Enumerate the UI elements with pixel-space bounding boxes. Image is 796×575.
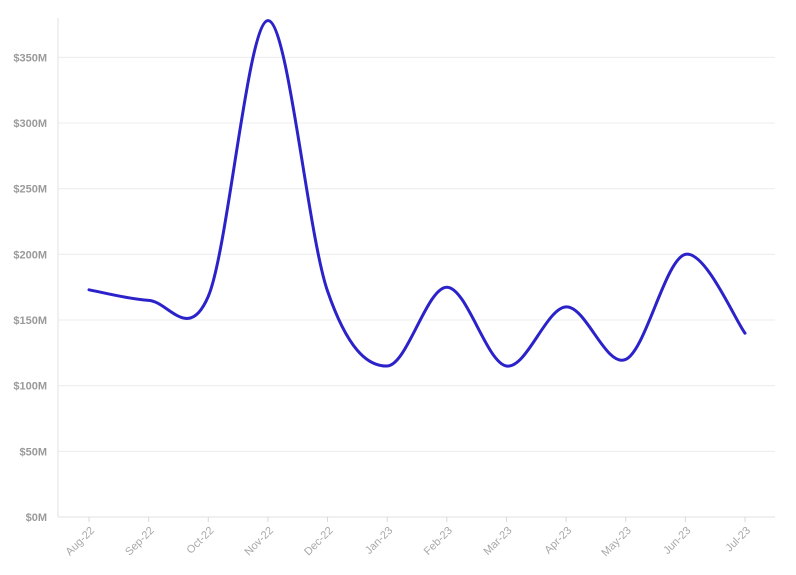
y-tick-label: $150M: [13, 315, 47, 327]
x-tick-label: Nov-22: [242, 525, 276, 559]
series-line: [87, 19, 747, 368]
x-tick-label: May-23: [599, 525, 633, 559]
y-tick-label: $200M: [13, 249, 47, 261]
x-tick-label: Aug-22: [64, 525, 98, 559]
x-tick-label: Mar-23: [481, 525, 514, 558]
x-tick-label: Feb-23: [422, 525, 455, 558]
y-tick-label: $50M: [19, 446, 47, 458]
y-tick-label: $100M: [13, 381, 47, 393]
x-tick-label: Jan-23: [363, 525, 395, 557]
x-tick-label: Jun-23: [661, 525, 693, 557]
x-tick-label: Apr-23: [542, 525, 574, 557]
x-tick-label: Jul-23: [723, 525, 753, 555]
y-tick-label: $300M: [13, 118, 47, 130]
x-tick-label: Dec-22: [302, 525, 336, 559]
y-axis-ticks: $0M $50M $100M $150M $200M $250M $300M $350M: [13, 52, 47, 524]
series-layer: [87, 19, 747, 368]
axes: [57, 18, 775, 518]
y-tick-label: $250M: [13, 184, 47, 196]
gridlines: [58, 56, 775, 452]
x-tick-label: Oct-22: [185, 525, 217, 557]
x-axis-ticks: Aug-22 Sep-22 Oct-22 Nov-22 Dec-22 Jan-23 Feb-…: [64, 517, 753, 559]
x-tick-label: Sep-22: [123, 525, 157, 559]
y-tick-label: $350M: [13, 52, 47, 64]
y-tick-label: $0M: [26, 512, 47, 524]
